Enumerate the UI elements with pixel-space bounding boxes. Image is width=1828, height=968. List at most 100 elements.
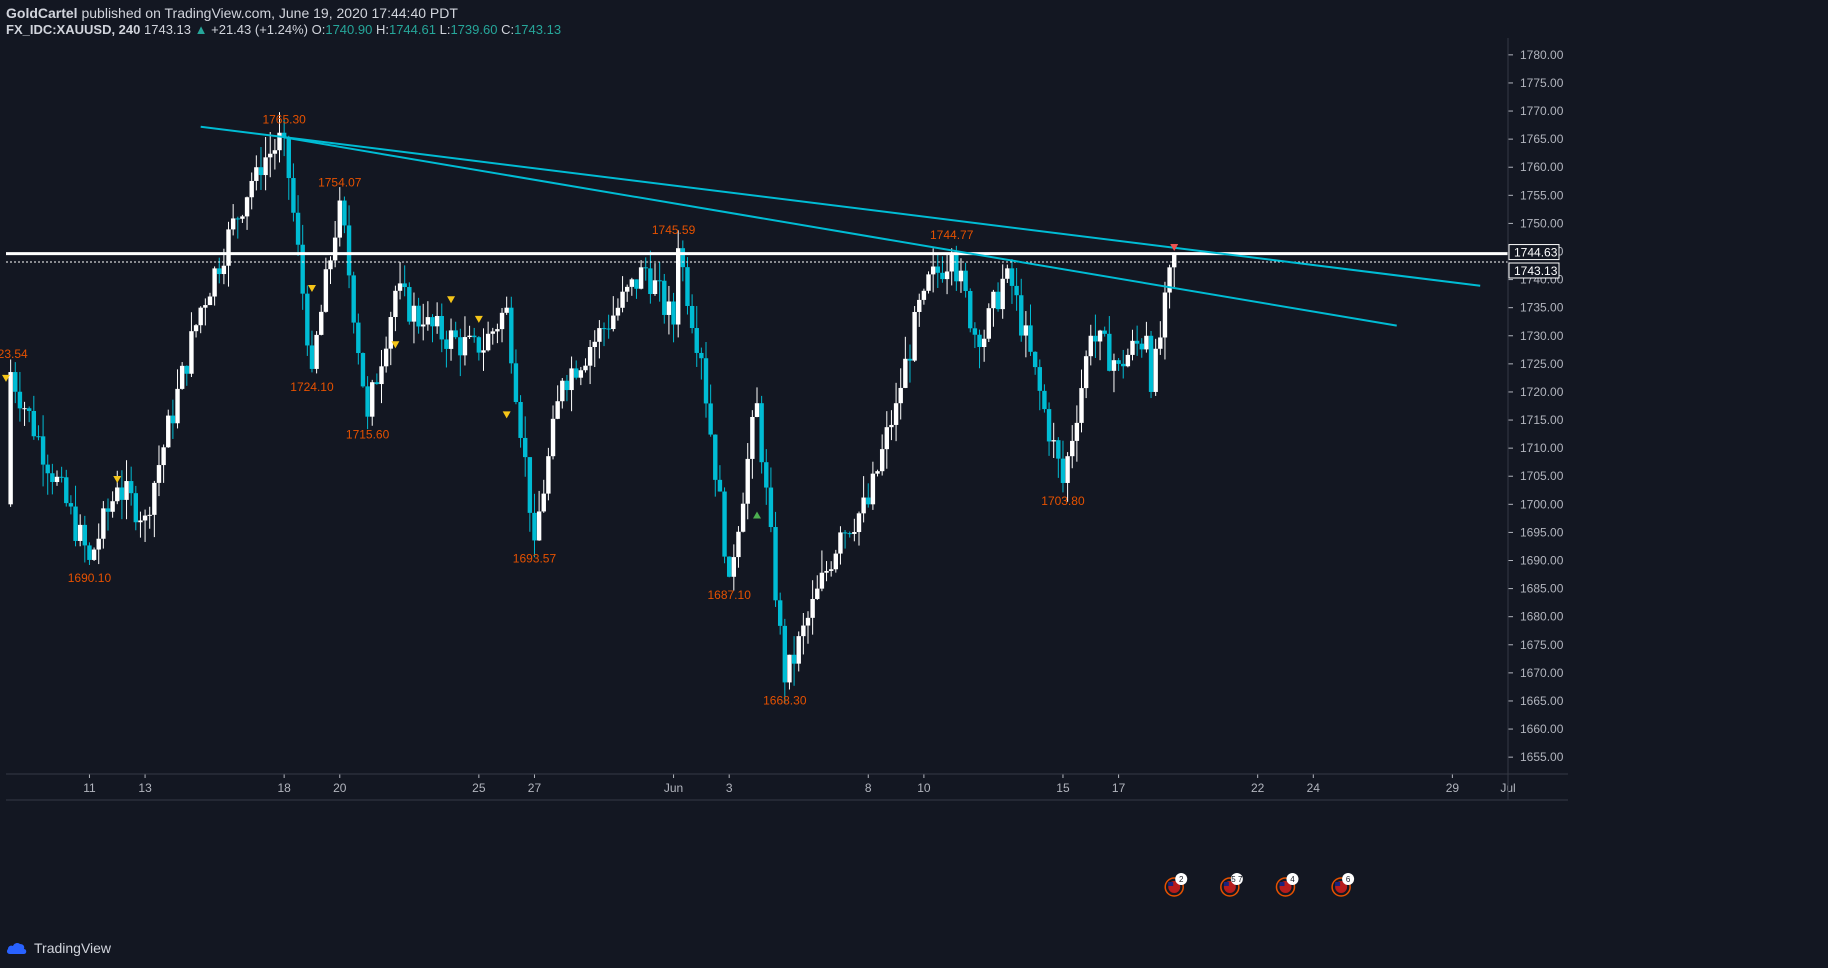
- candle-body: [509, 307, 514, 364]
- candle-body: [1083, 356, 1089, 389]
- candle-body: [1079, 388, 1084, 423]
- candle-body: [258, 167, 264, 176]
- candle-body: [694, 328, 699, 353]
- candle-body: [597, 328, 602, 342]
- candle-body: [527, 457, 533, 513]
- candle-body: [1032, 351, 1038, 368]
- candle-body: [699, 352, 704, 359]
- candle-body: [1088, 335, 1093, 357]
- candle-body: [838, 532, 843, 554]
- trendline[interactable]: [200, 125, 1481, 287]
- publish-info: GoldCartel published on TradingView.com,…: [6, 4, 458, 22]
- candle-body: [986, 308, 991, 339]
- candle-body: [286, 137, 291, 179]
- candle-body: [1116, 360, 1121, 364]
- event-count-label: 2: [1179, 875, 1184, 884]
- candle-body: [977, 334, 982, 348]
- horizontal-lines[interactable]: 1744.63 1743.13: [6, 244, 1560, 279]
- down-arrow-marker: [502, 411, 511, 419]
- swing-price-label: 1687.10: [707, 588, 751, 602]
- candle-body: [397, 283, 403, 291]
- candle-body: [119, 487, 125, 500]
- swing-price-label: 1765.30: [262, 112, 306, 126]
- price-tick-label: 1690.00: [1520, 554, 1564, 568]
- candle-body: [870, 473, 876, 505]
- candle-body: [504, 307, 509, 313]
- price-tick-label: 1710.00: [1520, 441, 1564, 455]
- price-axis[interactable]: 1655.00 1660.00 1665.00 1670.00 1675.00 1680.…: [1508, 48, 1564, 764]
- event-icon[interactable]: 2: [1164, 873, 1188, 897]
- candle-body: [648, 268, 653, 295]
- candle-body: [856, 513, 862, 533]
- high-value: 1744.61: [388, 22, 436, 37]
- candle-body: [105, 508, 111, 512]
- price-tick-label: 1725.00: [1520, 357, 1564, 371]
- candle-body: [1162, 292, 1168, 338]
- candle-body: [624, 286, 630, 292]
- price-tick-label: 1695.00: [1520, 525, 1564, 539]
- event-icon[interactable]: 6: [1331, 873, 1355, 897]
- candle-body: [230, 218, 236, 230]
- event-icon[interactable]: 4: [1275, 873, 1299, 897]
- candle-body: [402, 283, 407, 288]
- candle-body: [128, 481, 134, 494]
- candle-body: [810, 598, 815, 618]
- candle-body: [476, 337, 482, 353]
- author-name[interactable]: GoldCartel: [6, 5, 78, 21]
- price-tick-label: 1700.00: [1520, 497, 1564, 511]
- candle-body: [1130, 340, 1135, 355]
- tradingview-logo[interactable]: TradingView: [6, 940, 111, 956]
- open-label: O:: [311, 22, 326, 37]
- candle-body: [963, 270, 968, 292]
- candle-body: [1144, 335, 1149, 350]
- candle-body: [523, 437, 528, 458]
- candle-body: [875, 471, 880, 474]
- candle-body: [968, 291, 973, 329]
- candle-body: [708, 403, 713, 435]
- price-tick-label: 1665.00: [1520, 694, 1564, 708]
- candle-body: [935, 266, 940, 273]
- time-tick-label: 15: [1056, 781, 1070, 795]
- candle-body: [611, 315, 616, 330]
- candle-body: [328, 260, 333, 270]
- candle-body: [388, 317, 393, 349]
- candle-body: [379, 366, 384, 385]
- trendlines[interactable]: [200, 125, 1481, 327]
- candle-body: [1042, 390, 1047, 410]
- time-tick-label: 22: [1251, 781, 1265, 795]
- candle-body: [903, 358, 908, 388]
- time-axis[interactable]: 11 13 18 20 25 27 Jun 3 8 10 15 17 22 24 29 Jul: [83, 774, 1516, 795]
- candle-body: [1014, 285, 1019, 296]
- candle-body: [930, 266, 936, 275]
- candle-body: [416, 305, 421, 327]
- candle-body: [629, 279, 635, 287]
- trendline[interactable]: [283, 136, 1397, 327]
- candle-body: [291, 178, 296, 213]
- event-icon[interactable]: 5 7: [1220, 873, 1243, 897]
- candle-body: [351, 275, 356, 323]
- candle-body: [17, 391, 23, 409]
- candle-body: [995, 291, 1001, 310]
- candle-body: [893, 403, 899, 425]
- candle-body: [309, 345, 315, 369]
- price-tick-label: 1770.00: [1520, 104, 1564, 118]
- candle-body: [1056, 440, 1061, 459]
- high-label: H:: [375, 22, 389, 37]
- candle-body: [555, 401, 560, 419]
- candle-body: [87, 545, 92, 560]
- candle-body: [161, 447, 166, 466]
- candle-body: [615, 307, 621, 316]
- candle-body: [852, 532, 857, 534]
- candle-body: [235, 218, 240, 220]
- candle-body: [1153, 348, 1158, 392]
- candle-body: [462, 337, 468, 356]
- candle-body: [453, 330, 458, 338]
- economic-events[interactable]: 2 5 7 4 6: [1164, 873, 1355, 897]
- candle-body: [1005, 268, 1010, 279]
- symbol-name[interactable]: FX_IDC:XAUUSD, 240: [6, 22, 141, 37]
- price-tag-box: [1508, 262, 1560, 279]
- candle-body: [1000, 278, 1005, 310]
- candle-body: [1093, 335, 1098, 342]
- time-tick-label: 25: [472, 781, 486, 795]
